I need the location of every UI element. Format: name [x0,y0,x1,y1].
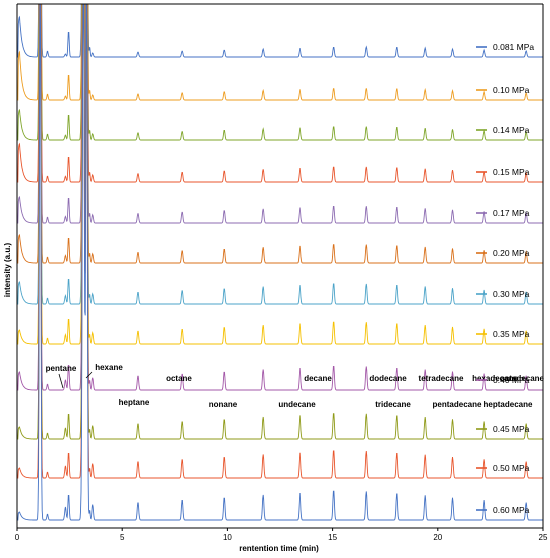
peak-label: pentane [46,364,77,373]
peak-label: heptane [119,398,150,407]
x-tick-label: 5 [120,533,125,542]
legend-label: 0.30 MPa [493,289,530,299]
x-tick-label: 10 [223,533,232,542]
peak-label: dodecane [369,374,407,383]
y-axis-title: intensity (a.u.) [3,243,12,298]
peak-label: hexane [95,363,123,372]
x-tick-label: 15 [328,533,337,542]
x-tick-label: 0 [15,533,20,542]
x-axis-title: rentention time (min) [239,544,319,553]
peak-label: octane [166,374,192,383]
peak-label: hexadecane [472,374,518,383]
trace-line [17,4,543,345]
trace-line [17,4,543,264]
legend-label: 0.10 MPa [493,85,530,95]
peak-labels: pentane hexane heptane octane nonane decane un… [46,363,545,409]
trace-line [17,4,543,58]
trace-line [17,4,543,224]
legend-label: 0.40 MPa [493,375,530,385]
trace-line [17,4,543,479]
pentane-pointer [58,373,64,389]
peak-label: nonane [209,400,238,409]
trace-line [17,4,543,183]
legend-label: 0.14 MPa [493,125,530,135]
traces [17,4,543,521]
peak-label: tetradecane [419,374,464,383]
x-tick-label: 25 [539,533,548,542]
trace-line [17,4,543,101]
legend-label: 0.60 MPa [493,505,530,515]
peak-label: octadecane [500,374,545,383]
peak-label: undecane [278,400,316,409]
legend-label: 0.17 MPa [493,208,530,218]
legend: 0.081 MPa 0.10 MPa 0.14 MPa 0.15 MPa 0.17 MP… [476,42,534,515]
trace-line [17,4,543,141]
trace-line [17,4,543,521]
x-tick-label: 20 [433,533,442,542]
hexane-pointer [85,371,93,379]
legend-label: 0.15 MPa [493,167,530,177]
legend-label: 0.35 MPa [493,329,530,339]
legend-label: 0.081 MPa [493,42,534,52]
legend-label: 0.20 MPa [493,248,530,258]
peak-label: heptadecane [484,400,533,409]
trace-line [17,4,543,391]
legend-label: 0.45 MPa [493,424,530,434]
axes: 0 5 10 15 20 25 [15,3,548,542]
legend-label: 0.50 MPa [493,463,530,473]
peak-label: decane [304,374,332,383]
trace-line [17,4,543,305]
peak-label: pentadecane [433,400,482,409]
peak-label: tridecane [375,400,411,409]
trace-line [17,4,543,440]
